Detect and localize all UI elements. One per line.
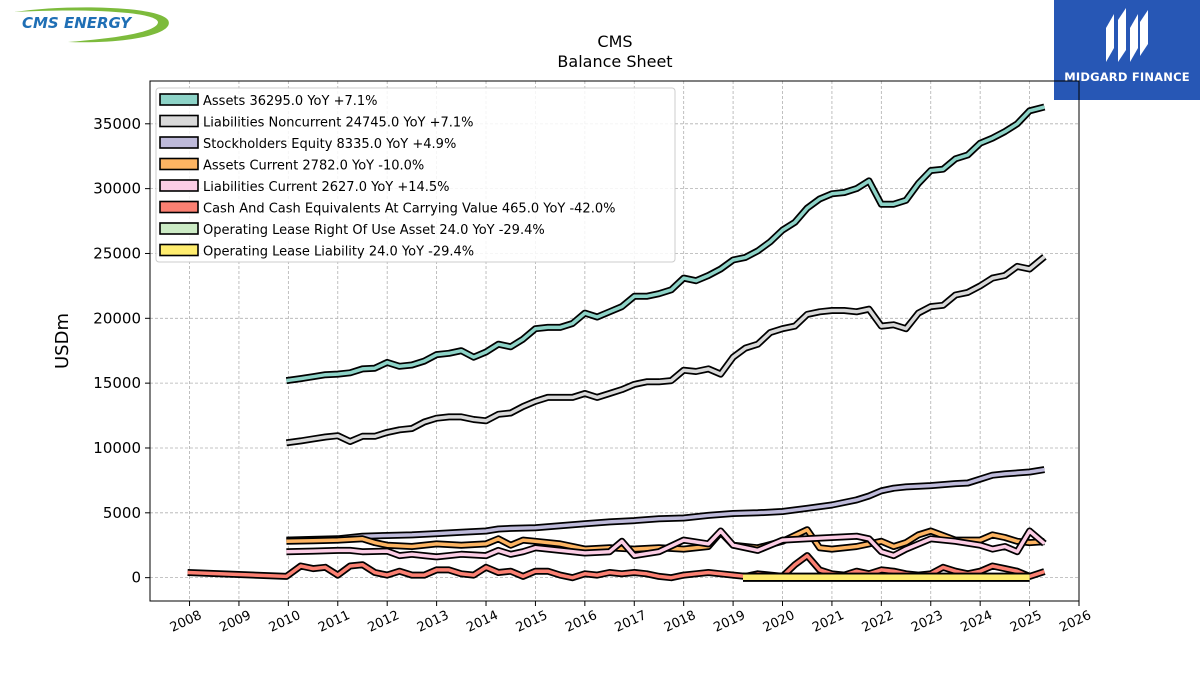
x-tick-label-2025: 2025 [1008, 608, 1044, 636]
x-tick-label-2013: 2013 [415, 608, 451, 636]
legend-label-6: Operating Lease Right Of Use Asset 24.0 … [203, 223, 545, 238]
x-tick-label-2022: 2022 [860, 608, 896, 636]
x-tick-label-2009: 2009 [217, 608, 253, 636]
y-tick-label-30000: 30000 [93, 180, 141, 198]
midgard-finance-logo-text: MIDGARD FINANCE [1064, 70, 1190, 84]
x-tick-label-2017: 2017 [613, 608, 649, 636]
y-tick-label-5000: 5000 [103, 504, 141, 522]
y-tick-label-35000: 35000 [93, 115, 141, 133]
y-tick-label-10000: 10000 [93, 439, 141, 457]
series-line-0 [286, 105, 1045, 383]
plot-frame [149, 80, 1080, 602]
x-tick-label-2024: 2024 [959, 608, 995, 636]
legend-label-1: Liabilities Noncurrent 24745.0 YoY +7.1% [203, 116, 474, 131]
cms-energy-logo-text: CMS ENERGY [22, 14, 133, 32]
legend-swatch-1 [159, 114, 199, 128]
x-tick-label-2008: 2008 [168, 608, 204, 636]
legend-swatch-7 [159, 243, 199, 257]
series-outline-1 [285, 254, 1047, 447]
x-tick-label-2012: 2012 [366, 608, 402, 636]
cms-energy-logo: CMS ENERGY [8, 4, 176, 48]
legend-label-0: Assets 36295.0 YoY +7.1% [203, 94, 378, 109]
legend-swatch-6 [159, 222, 199, 235]
series-4 [286, 527, 1047, 561]
y-tick-label-20000: 20000 [93, 309, 141, 327]
legend-swatch-5 [159, 200, 199, 214]
x-tick-label-2018: 2018 [662, 608, 698, 636]
series-1 [285, 254, 1047, 447]
y-tick-label-25000: 25000 [93, 244, 141, 262]
x-tick-label-2026: 2026 [1057, 608, 1093, 636]
series-2 [286, 466, 1045, 544]
legend-swatch-3 [159, 157, 199, 171]
y-tick-label-0: 0 [131, 569, 141, 587]
x-tick-label-2010: 2010 [267, 608, 303, 636]
x-tick-label-2015: 2015 [514, 608, 550, 636]
series-lines [187, 103, 1047, 582]
y-axis-label: USDm [52, 313, 73, 369]
legend-box [155, 87, 676, 263]
chart-title: CMS [597, 32, 632, 51]
midgard-finance-logo: MIDGARD FINANCE [1054, 0, 1200, 100]
legend: Assets 36295.0 YoY +7.1% Liabilities Nonc… [155, 87, 676, 263]
legend-label-3: Assets Current 2782.0 YoY -10.0% [203, 159, 424, 174]
cms-energy-logo-graphic: CMS ENERGY [14, 7, 169, 43]
x-tick-label-2014: 2014 [464, 608, 500, 636]
legend-label-7: Operating Lease Liability 24.0 YoY -29.4… [203, 245, 474, 260]
midgard-m-icon [1106, 8, 1148, 62]
x-tick-label-2016: 2016 [563, 608, 599, 636]
x-tick-label-2019: 2019 [711, 608, 747, 636]
x-tick-label-2023: 2023 [909, 608, 945, 636]
series-line-4 [286, 529, 1046, 559]
legend-swatch-4 [159, 179, 199, 192]
legend-swatch-2 [159, 136, 199, 149]
legend-swatch-0 [159, 93, 199, 106]
chart-subtitle: Balance Sheet [557, 52, 672, 71]
logo-swoosh-icon [14, 7, 169, 43]
x-tick-label-2011: 2011 [316, 608, 352, 636]
series-0 [285, 103, 1046, 385]
series-line-1 [286, 255, 1046, 445]
x-tick-label-2020: 2020 [761, 608, 797, 636]
y-tick-label-15000: 15000 [93, 374, 141, 392]
x-tick-label-2021: 2021 [810, 608, 846, 636]
legend-label-2: Stockholders Equity 8335.0 YoY +4.9% [203, 137, 456, 152]
legend-label-4: Liabilities Current 2627.0 YoY +14.5% [203, 180, 450, 195]
legend-label-5: Cash And Cash Equivalents At Carrying Va… [203, 202, 615, 217]
series-line-2 [286, 467, 1045, 542]
